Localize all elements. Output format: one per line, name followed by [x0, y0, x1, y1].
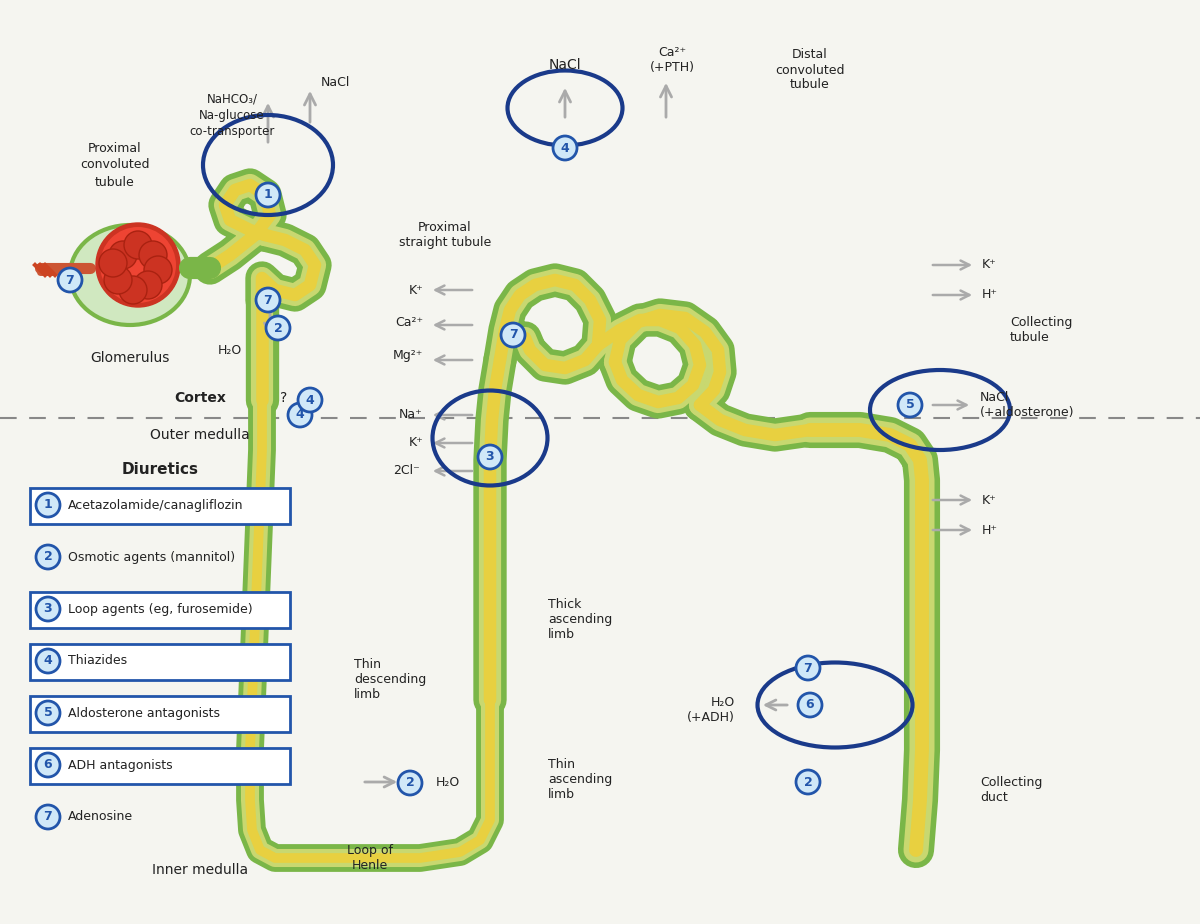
- Text: Glomerulus: Glomerulus: [90, 351, 169, 365]
- FancyBboxPatch shape: [30, 644, 290, 680]
- Text: NaCl: NaCl: [320, 77, 349, 90]
- Circle shape: [796, 656, 820, 680]
- Text: H₂O: H₂O: [217, 344, 242, 357]
- Text: Inner medulla: Inner medulla: [152, 863, 248, 877]
- Text: 7: 7: [66, 274, 74, 286]
- Circle shape: [139, 241, 167, 269]
- Text: 4: 4: [560, 141, 569, 154]
- Circle shape: [109, 241, 137, 269]
- Text: 7: 7: [804, 662, 812, 675]
- Circle shape: [36, 701, 60, 725]
- Text: 3: 3: [486, 451, 494, 464]
- Text: ?: ?: [281, 391, 292, 405]
- Text: Ca²⁺: Ca²⁺: [395, 317, 424, 330]
- Text: Distal
convoluted
tubule: Distal convoluted tubule: [775, 48, 845, 91]
- Circle shape: [144, 256, 172, 284]
- FancyBboxPatch shape: [30, 748, 290, 784]
- Text: ADH antagonists: ADH antagonists: [68, 759, 173, 772]
- Text: Thick
ascending
limb: Thick ascending limb: [548, 599, 612, 641]
- Circle shape: [798, 693, 822, 717]
- Text: Mg²⁺: Mg²⁺: [392, 348, 424, 361]
- Circle shape: [478, 445, 502, 469]
- Text: 7: 7: [509, 329, 517, 342]
- Circle shape: [134, 271, 162, 299]
- Text: K⁺: K⁺: [982, 493, 997, 506]
- Text: Aldosterone antagonists: Aldosterone antagonists: [68, 707, 220, 720]
- FancyBboxPatch shape: [30, 592, 290, 628]
- Text: Thin
descending
limb: Thin descending limb: [354, 659, 426, 701]
- Text: Na⁺: Na⁺: [400, 408, 424, 421]
- Text: K⁺: K⁺: [408, 436, 424, 449]
- Text: NaCl: NaCl: [548, 58, 581, 72]
- Text: 1: 1: [43, 499, 53, 512]
- Text: 7: 7: [43, 810, 53, 823]
- Circle shape: [288, 403, 312, 427]
- Text: Thin
ascending
limb: Thin ascending limb: [548, 759, 612, 801]
- Text: 2: 2: [406, 776, 414, 789]
- Text: Ca²⁺
(+PTH): Ca²⁺ (+PTH): [649, 46, 695, 74]
- Text: 2Cl⁻: 2Cl⁻: [394, 465, 420, 478]
- Text: H₂O
(+ADH): H₂O (+ADH): [688, 696, 734, 724]
- Text: 1: 1: [264, 188, 272, 201]
- Circle shape: [553, 136, 577, 160]
- Circle shape: [58, 268, 82, 292]
- Text: 4: 4: [43, 654, 53, 667]
- Text: 2: 2: [274, 322, 282, 334]
- Text: 4: 4: [295, 408, 305, 421]
- Text: Thiazides: Thiazides: [68, 654, 127, 667]
- FancyBboxPatch shape: [30, 488, 290, 524]
- Circle shape: [36, 597, 60, 621]
- Circle shape: [98, 249, 127, 277]
- Text: NaCl
(+aldosterone): NaCl (+aldosterone): [980, 391, 1074, 419]
- Circle shape: [36, 545, 60, 569]
- Circle shape: [124, 231, 152, 259]
- Circle shape: [119, 276, 148, 304]
- Circle shape: [36, 753, 60, 777]
- Text: 5: 5: [906, 398, 914, 411]
- Text: Proximal
convoluted
tubule: Proximal convoluted tubule: [80, 141, 150, 188]
- Text: 3: 3: [43, 602, 53, 615]
- Circle shape: [256, 288, 280, 312]
- Circle shape: [266, 316, 290, 340]
- Text: H⁺: H⁺: [982, 524, 998, 537]
- Text: Collecting
duct: Collecting duct: [980, 776, 1043, 804]
- Text: Loop agents (eg, furosemide): Loop agents (eg, furosemide): [68, 602, 253, 615]
- Text: K⁺: K⁺: [982, 259, 997, 272]
- Circle shape: [96, 223, 180, 307]
- Text: NaHCO₃/
Na-glucose
co-transporter: NaHCO₃/ Na-glucose co-transporter: [190, 92, 275, 138]
- Text: 5: 5: [43, 707, 53, 720]
- Circle shape: [36, 649, 60, 673]
- Circle shape: [104, 266, 132, 294]
- Text: 2: 2: [804, 775, 812, 788]
- Circle shape: [36, 493, 60, 517]
- Circle shape: [36, 805, 60, 829]
- Ellipse shape: [70, 225, 190, 325]
- Text: Cortex: Cortex: [174, 391, 226, 405]
- Text: K⁺: K⁺: [408, 284, 424, 297]
- Circle shape: [298, 388, 322, 412]
- Circle shape: [898, 393, 922, 417]
- Text: H₂O: H₂O: [436, 776, 461, 789]
- Circle shape: [256, 183, 280, 207]
- Text: Loop of
Henle: Loop of Henle: [347, 844, 394, 872]
- Text: 4: 4: [306, 394, 314, 407]
- Circle shape: [398, 771, 422, 795]
- Text: Outer medulla: Outer medulla: [150, 428, 250, 442]
- Text: 7: 7: [264, 294, 272, 307]
- Circle shape: [796, 770, 820, 794]
- Text: Adenosine: Adenosine: [68, 810, 133, 823]
- Text: Diuretics: Diuretics: [121, 463, 198, 478]
- Text: Proximal
straight tubule: Proximal straight tubule: [398, 221, 491, 249]
- Text: 6: 6: [43, 759, 53, 772]
- Circle shape: [502, 323, 526, 347]
- Text: H⁺: H⁺: [982, 288, 998, 301]
- Circle shape: [100, 227, 176, 303]
- Text: 2: 2: [43, 551, 53, 564]
- Text: Collecting
tubule: Collecting tubule: [1010, 316, 1073, 344]
- Text: Acetazolamide/canagliflozin: Acetazolamide/canagliflozin: [68, 499, 244, 512]
- FancyBboxPatch shape: [30, 696, 290, 732]
- Text: 6: 6: [805, 699, 815, 711]
- Text: Osmotic agents (mannitol): Osmotic agents (mannitol): [68, 551, 235, 564]
